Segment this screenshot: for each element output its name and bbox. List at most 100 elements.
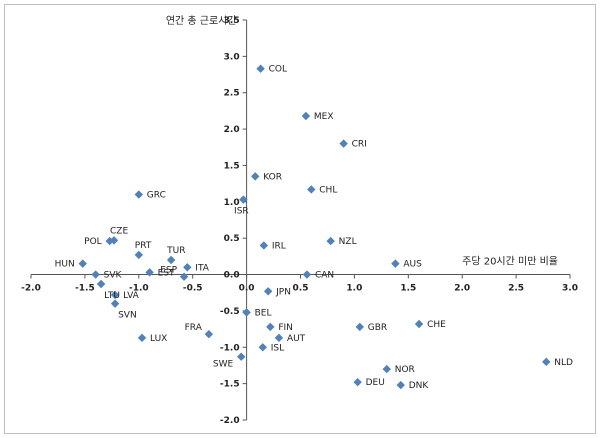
data-point [204,329,214,339]
point-label: DEU [366,378,385,388]
y-tick-label: -0.5 [220,307,240,317]
point-label: KOR [263,172,282,182]
x-tick-labels: -2.0 -1.5 -1.0 -0.5 0.0 0.5 1.0 1.5 2.0 2.5 3.0 [21,274,578,294]
data-point [396,380,405,390]
data-point [353,377,362,387]
data-point [179,272,189,281]
data-point [251,172,260,181]
point-label: SWE [213,360,234,370]
data-point [263,287,273,296]
data-point [414,319,424,329]
x-tick-label: 0.5 [293,284,309,294]
data-point [307,185,316,194]
y-tick-label: -1.5 [220,380,240,390]
point-label: LVA [123,291,140,301]
point-label: COL [269,65,287,75]
point-label: ESP [160,266,177,276]
data-point [391,259,400,268]
data-point [237,352,246,361]
data-point [134,190,143,199]
data-point [110,299,120,308]
y-tick-label: 2.5 [224,89,240,99]
x-tick-label: -1.0 [129,284,149,294]
point-label: PRT [135,241,152,251]
point-label: AUS [403,260,422,270]
x-tick-label: -1.5 [75,284,95,294]
data-point [266,322,275,332]
y-tick-labels: 3.5 3.0 2.5 2.0 1.5 1.0 0.5 0.0 -0.5 -1.0 -1.5 -2.0 [220,16,247,426]
x-tick-label: 0.0 [239,284,255,294]
data-point [382,364,391,374]
data-point [274,333,284,343]
point-label: FRA [185,323,203,333]
data-point [302,270,312,279]
point-label: GRC [147,191,166,201]
point-label: NZL [339,237,357,247]
data-point [239,195,248,204]
point-label: IRL [272,241,286,251]
point-label: CRI [352,140,367,150]
point-label: CZE [110,226,128,236]
y-tick-label: 3.0 [224,52,240,62]
point-label: BEL [255,308,272,318]
point-label: ISR [234,207,249,217]
data-point [91,270,100,279]
x-tick-label: 1.0 [346,284,362,294]
point-label: ITA [195,263,209,273]
x-tick-label: 2.5 [508,284,524,294]
data-point [166,255,176,265]
data-point [301,111,311,121]
data-point [542,357,551,367]
data-point [78,259,87,268]
point-label: LTU [104,291,120,301]
data-point [326,236,335,246]
data-point [259,241,269,250]
point-label: ISL [271,343,284,353]
point-label: NLD [554,358,573,368]
data-point [256,64,265,73]
data-point [355,322,364,332]
x-tick-label: -0.5 [183,284,203,294]
y-tick-label: -2.0 [220,416,240,426]
x-tick-label: -2.0 [21,284,41,294]
data-points [78,64,551,390]
point-label: JPN [275,287,291,297]
point-label: POL [84,237,102,247]
point-label: CAN [315,271,334,281]
data-point [339,139,348,148]
y-axis-label: 연간 총 근로시간 [166,15,237,27]
point-label: NOR [395,365,415,375]
data-point [145,268,154,277]
data-point [183,263,192,272]
data-point [105,236,114,246]
point-label: SVN [118,311,137,321]
point-label: CHL [319,185,337,195]
data-point [137,333,147,343]
point-labels: COL MEX CRI KOR CHL GRC ISR CZE POL NZL IRL PRT TUR H… [55,65,573,391]
point-label: EST [158,268,175,278]
point-label: CHE [427,320,446,330]
axes [31,20,570,420]
data-point [110,290,120,300]
data-point [242,308,251,317]
data-point [134,250,143,260]
point-label: TUR [166,246,185,256]
point-label: HUN [55,260,75,270]
point-label: DNK [409,381,430,391]
data-point [258,343,267,352]
y-tick-label: 0.0 [224,271,240,281]
y-tick-label: 1.0 [224,198,240,208]
y-tick-label: 3.5 [224,16,240,26]
y-tick-label: 2.0 [224,125,240,135]
point-label: SVK [104,271,123,281]
point-label: AUT [287,334,306,344]
x-tick-label: 3.0 [562,284,578,294]
point-label: LUX [150,334,167,344]
point-label: MEX [314,112,334,122]
y-tick-label: -1.0 [220,343,240,353]
x-tick-label: 2.0 [454,284,470,294]
y-tick-label: 1.5 [224,161,240,171]
point-label: FIN [278,323,293,333]
point-label: GBR [368,323,387,333]
